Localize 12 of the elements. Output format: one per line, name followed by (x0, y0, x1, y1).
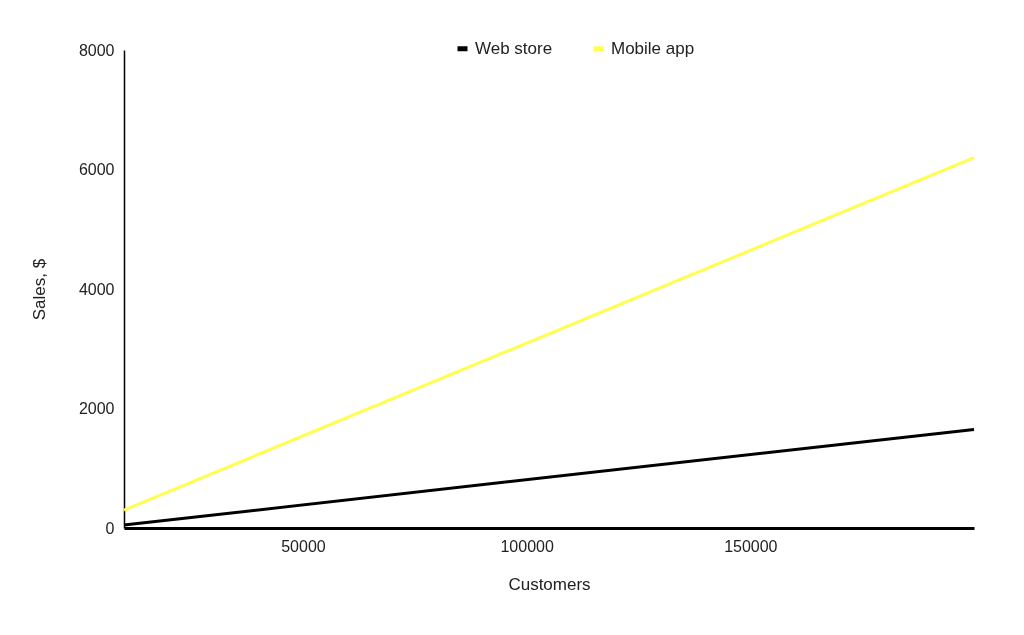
x-tick-label: 150000 (724, 537, 778, 555)
legend-label: Web store (475, 38, 553, 58)
y-tick-label: 0 (105, 519, 115, 537)
x-tick-label: 100000 (500, 537, 554, 555)
x-tick-label: 50000 (281, 537, 326, 555)
legend-label: Mobile app (611, 38, 695, 58)
x-axis-title: Customers (508, 574, 591, 594)
y-tick-label: 4000 (78, 280, 115, 298)
y-tick-label: 8000 (78, 41, 115, 59)
y-tick-label: 2000 (78, 400, 115, 417)
y-tick-label: 6000 (78, 161, 115, 178)
y-axis-title: Sales, $ (29, 258, 49, 321)
